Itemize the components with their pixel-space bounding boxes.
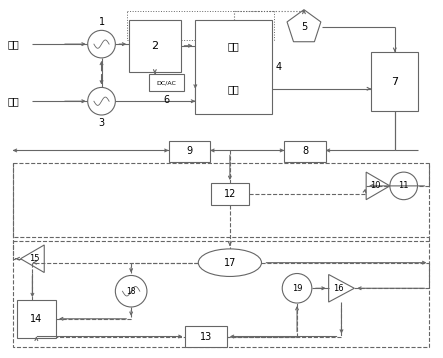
Circle shape <box>390 172 417 200</box>
Text: 阳极: 阳极 <box>228 41 240 51</box>
Text: 4: 4 <box>275 62 281 72</box>
Text: 12: 12 <box>224 189 236 199</box>
Text: 8: 8 <box>302 146 308 156</box>
Bar <box>16 300 56 338</box>
Text: 1: 1 <box>98 18 105 28</box>
Text: 燃料: 燃料 <box>8 39 19 49</box>
Text: 16: 16 <box>333 284 344 293</box>
Text: 阴极: 阴极 <box>228 84 240 94</box>
Text: 空气: 空气 <box>8 96 19 106</box>
Bar <box>195 20 272 114</box>
Text: DC/AC: DC/AC <box>157 80 177 85</box>
Text: 9: 9 <box>187 146 192 156</box>
Bar <box>13 163 429 237</box>
Text: 13: 13 <box>200 332 212 342</box>
Bar <box>169 141 210 162</box>
Text: 14: 14 <box>30 314 43 324</box>
Circle shape <box>115 275 147 307</box>
Bar <box>211 183 249 204</box>
Bar <box>129 20 180 72</box>
Bar <box>371 52 419 111</box>
Text: 5: 5 <box>301 23 307 32</box>
Text: 10: 10 <box>370 182 381 190</box>
Bar <box>186 326 227 347</box>
Circle shape <box>88 30 115 58</box>
Bar <box>149 74 184 91</box>
Bar <box>284 141 326 162</box>
Text: 11: 11 <box>398 182 409 190</box>
Text: 2: 2 <box>151 41 159 51</box>
Bar <box>13 241 429 347</box>
Ellipse shape <box>198 249 261 276</box>
Text: 6: 6 <box>163 95 170 105</box>
Text: 15: 15 <box>30 254 40 263</box>
Text: 19: 19 <box>292 284 302 293</box>
Text: 18: 18 <box>126 287 136 296</box>
Text: 17: 17 <box>224 258 236 268</box>
Circle shape <box>88 87 115 115</box>
Circle shape <box>282 274 312 303</box>
Text: 7: 7 <box>391 77 398 87</box>
Bar <box>127 11 274 40</box>
Text: 3: 3 <box>98 118 105 128</box>
